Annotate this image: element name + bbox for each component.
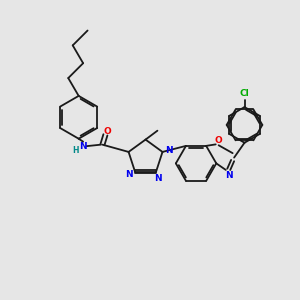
Text: N: N [154,174,161,183]
Text: Cl: Cl [240,89,249,98]
Text: N: N [125,170,132,179]
Text: N: N [165,146,173,155]
Text: O: O [215,136,223,145]
Text: O: O [103,127,111,136]
Text: H: H [72,146,79,155]
Text: N: N [225,171,232,180]
Text: N: N [79,142,87,151]
